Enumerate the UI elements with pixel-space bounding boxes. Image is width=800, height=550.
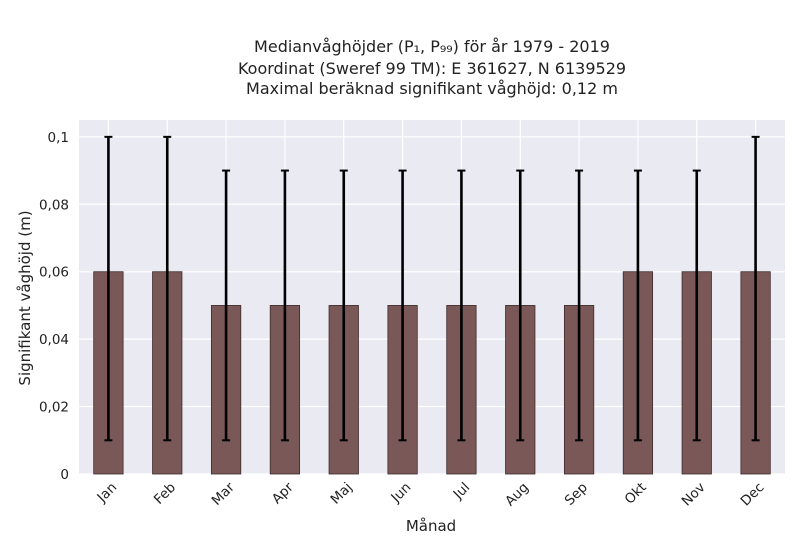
errorbar-dec — [751, 135, 760, 442]
errorbar-aug — [516, 169, 525, 442]
errorbar-jun — [398, 169, 407, 442]
title-line-1: Medianvåghöjder (P₁, P₉₉) för år 1979 - … — [254, 37, 610, 56]
title-line-2: Koordinat (Sweref 99 TM): E 361627, N 61… — [238, 59, 626, 78]
x-tick-label: Feb — [151, 480, 179, 508]
x-tick-label: Maj — [328, 480, 356, 508]
x-axis-label: Månad — [406, 517, 456, 535]
x-tick-label: Dec — [738, 480, 768, 510]
errorbar-jul — [457, 169, 466, 442]
x-tick-labels: Jan Feb Mar Apr Maj Jun Jul Aug Sep Okt Nov Dec — [94, 479, 768, 509]
x-tick-label: Apr — [269, 479, 297, 507]
x-tick-label: Jun — [387, 480, 414, 507]
x-tick-label: Nov — [679, 480, 709, 510]
y-tick-label: 0,1 — [48, 130, 69, 146]
y-axis-label: Signifikant våghöjd (m) — [16, 210, 34, 385]
chart-title: Medianvåghöjder (P₁, P₉₉) för år 1979 - … — [238, 37, 626, 98]
x-tick-label: Jul — [450, 480, 474, 504]
errorbar-mar — [222, 169, 231, 442]
errorbar-jan — [104, 135, 113, 442]
y-tick-label: 0,02 — [39, 400, 69, 416]
errorbar-apr — [280, 169, 289, 442]
y-tick-label: 0,06 — [39, 265, 69, 281]
error-bars — [104, 135, 760, 442]
x-tick-label: Mar — [209, 479, 239, 509]
errorbar-feb — [163, 135, 172, 442]
errorbar-nov — [692, 169, 701, 442]
y-tick-label: 0,08 — [39, 197, 69, 213]
x-tick-label: Aug — [502, 480, 532, 510]
errorbar-okt — [633, 169, 642, 442]
y-tick-label: 0,04 — [39, 332, 69, 348]
x-tick-label: Jan — [94, 480, 121, 507]
errorbar-sep — [575, 169, 584, 442]
x-tick-label: Okt — [622, 480, 650, 508]
title-line-3: Maximal beräknad signifikant våghöjd: 0,… — [246, 79, 618, 98]
y-tick-label: 0 — [60, 467, 69, 483]
x-tick-label: Sep — [562, 480, 591, 509]
errorbar-maj — [339, 169, 348, 442]
plot-area — [79, 120, 785, 474]
y-tick-labels: 0 0,02 0,04 0,06 0,08 0,1 — [39, 130, 69, 483]
